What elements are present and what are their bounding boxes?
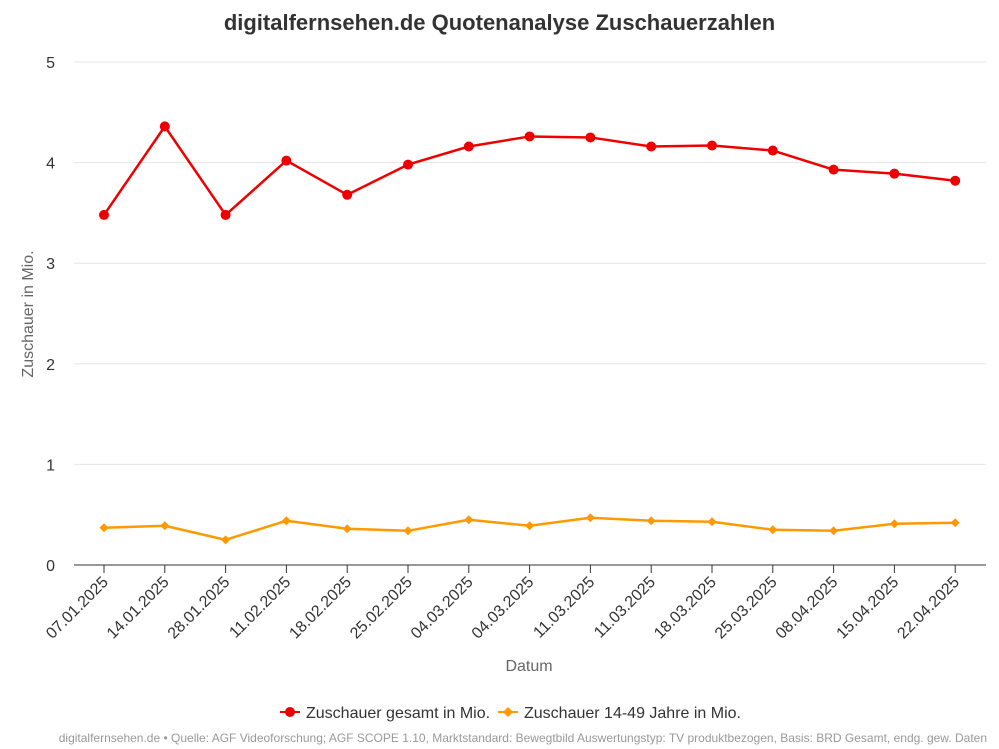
data-point[interactable] — [403, 526, 413, 536]
data-point[interactable] — [281, 516, 291, 526]
data-point[interactable] — [767, 145, 778, 156]
legend: Zuschauer gesamt in Mio. Zuschauer 14-49… — [280, 705, 741, 722]
data-point[interactable] — [463, 141, 474, 152]
data-point[interactable] — [281, 155, 292, 166]
legend-label-total: Zuschauer gesamt in Mio. — [306, 705, 490, 722]
data-point[interactable] — [707, 517, 717, 527]
data-point[interactable] — [950, 175, 961, 186]
legend-marker-14-49 — [503, 707, 513, 717]
data-point[interactable] — [159, 121, 170, 132]
y-tick-label: 2 — [46, 357, 55, 374]
x-tick-label: 25.02.2025 — [347, 574, 416, 643]
data-point[interactable] — [403, 159, 413, 170]
x-tick-label: 11.03.2025 — [530, 574, 598, 642]
x-tick-label: 22.04.2025 — [894, 574, 963, 643]
data-point[interactable] — [585, 513, 595, 523]
y-tick-label: 1 — [46, 457, 55, 474]
data-point[interactable] — [889, 168, 900, 179]
data-point[interactable] — [160, 521, 170, 531]
data-point[interactable] — [950, 518, 960, 528]
data-point[interactable] — [828, 164, 839, 175]
data-point[interactable] — [768, 525, 778, 535]
data-point[interactable] — [221, 535, 231, 545]
data-point[interactable] — [707, 140, 717, 151]
x-tick-label: 18.03.2025 — [651, 574, 720, 643]
data-point[interactable] — [889, 519, 899, 529]
x-tick-label: 04.03.2025 — [408, 574, 477, 643]
data-point[interactable] — [342, 524, 352, 534]
x-tick-label: 25.03.2025 — [712, 574, 781, 643]
legend-item-total[interactable]: Zuschauer gesamt in Mio. — [280, 705, 490, 722]
data-point[interactable] — [99, 209, 109, 220]
x-axis-label: Datum — [505, 658, 552, 675]
legend-item-14-49[interactable]: Zuschauer 14-49 Jahre in Mio. — [498, 705, 741, 722]
legend-label-14-49: Zuschauer 14-49 Jahre in Mio. — [524, 705, 741, 722]
series-layer — [99, 121, 961, 545]
x-tick-label: 15.04.2025 — [834, 574, 903, 643]
x-tick-label: 14.01.2025 — [104, 574, 173, 643]
data-point[interactable] — [99, 523, 109, 533]
y-tick-label: 4 — [46, 156, 55, 173]
data-point[interactable] — [525, 521, 535, 531]
data-point[interactable] — [524, 131, 535, 142]
x-tick-label: 18.02.2025 — [286, 574, 355, 643]
y-tick-label: 5 — [46, 55, 55, 72]
x-tick-label: 11.02.2025 — [226, 574, 294, 642]
x-tick-label: 07.01.2025 — [43, 574, 112, 643]
data-point[interactable] — [829, 526, 839, 536]
x-tick-label: 04.03.2025 — [469, 574, 538, 643]
data-point[interactable] — [646, 141, 657, 152]
x-tick-label: 11.03.2025 — [591, 574, 659, 642]
y-axis-label: Zuschauer in Mio. — [20, 250, 37, 377]
data-point[interactable] — [646, 516, 656, 526]
y-axis-ticks: 0 1 2 3 4 5 — [46, 55, 55, 575]
chart-title: digitalfernsehen.de Quotenanalyse Zuscha… — [224, 10, 775, 35]
data-point[interactable] — [585, 132, 596, 143]
y-tick-label: 3 — [46, 256, 55, 273]
data-point[interactable] — [342, 189, 353, 200]
data-point[interactable] — [220, 209, 231, 220]
data-point[interactable] — [464, 515, 474, 525]
legend-marker-total — [285, 707, 295, 717]
source-footer: digitalfernsehen.de • Quelle: AGF Videof… — [59, 731, 987, 745]
x-tick-label: 28.01.2025 — [165, 574, 234, 643]
x-tick-label: 08.04.2025 — [773, 574, 842, 643]
y-tick-label: 0 — [46, 558, 55, 575]
grid-layer — [74, 61, 986, 465]
x-axis-ticks: 07.01.202514.01.202528.01.202511.02.2025… — [43, 565, 963, 642]
